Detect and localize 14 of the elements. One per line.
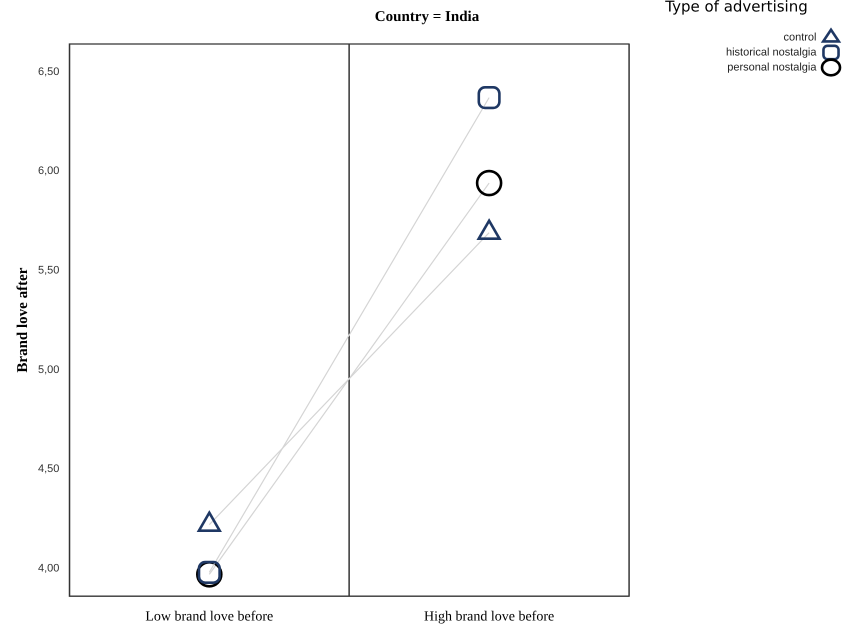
y-tick-label: 4,50 bbox=[38, 463, 60, 476]
y-tick-label: 5,50 bbox=[38, 264, 60, 276]
y-tick-label: 6,00 bbox=[38, 165, 60, 178]
y-tick-label: 6,50 bbox=[38, 66, 60, 78]
x-tick-label: Low brand love before bbox=[145, 609, 274, 624]
legend-label: personal nostalgia bbox=[727, 62, 818, 74]
chart-title: Country = India bbox=[374, 8, 480, 25]
legend-label: control bbox=[783, 32, 816, 44]
legend-title: Type of advertising bbox=[664, 0, 808, 16]
legend-label: historical nostalgia bbox=[726, 46, 818, 59]
y-tick-label: 5,00 bbox=[38, 364, 60, 376]
x-tick-label: High brand love before bbox=[424, 609, 554, 624]
y-axis-title: Brand love after bbox=[14, 267, 31, 373]
y-tick-label: 4,00 bbox=[38, 562, 60, 574]
